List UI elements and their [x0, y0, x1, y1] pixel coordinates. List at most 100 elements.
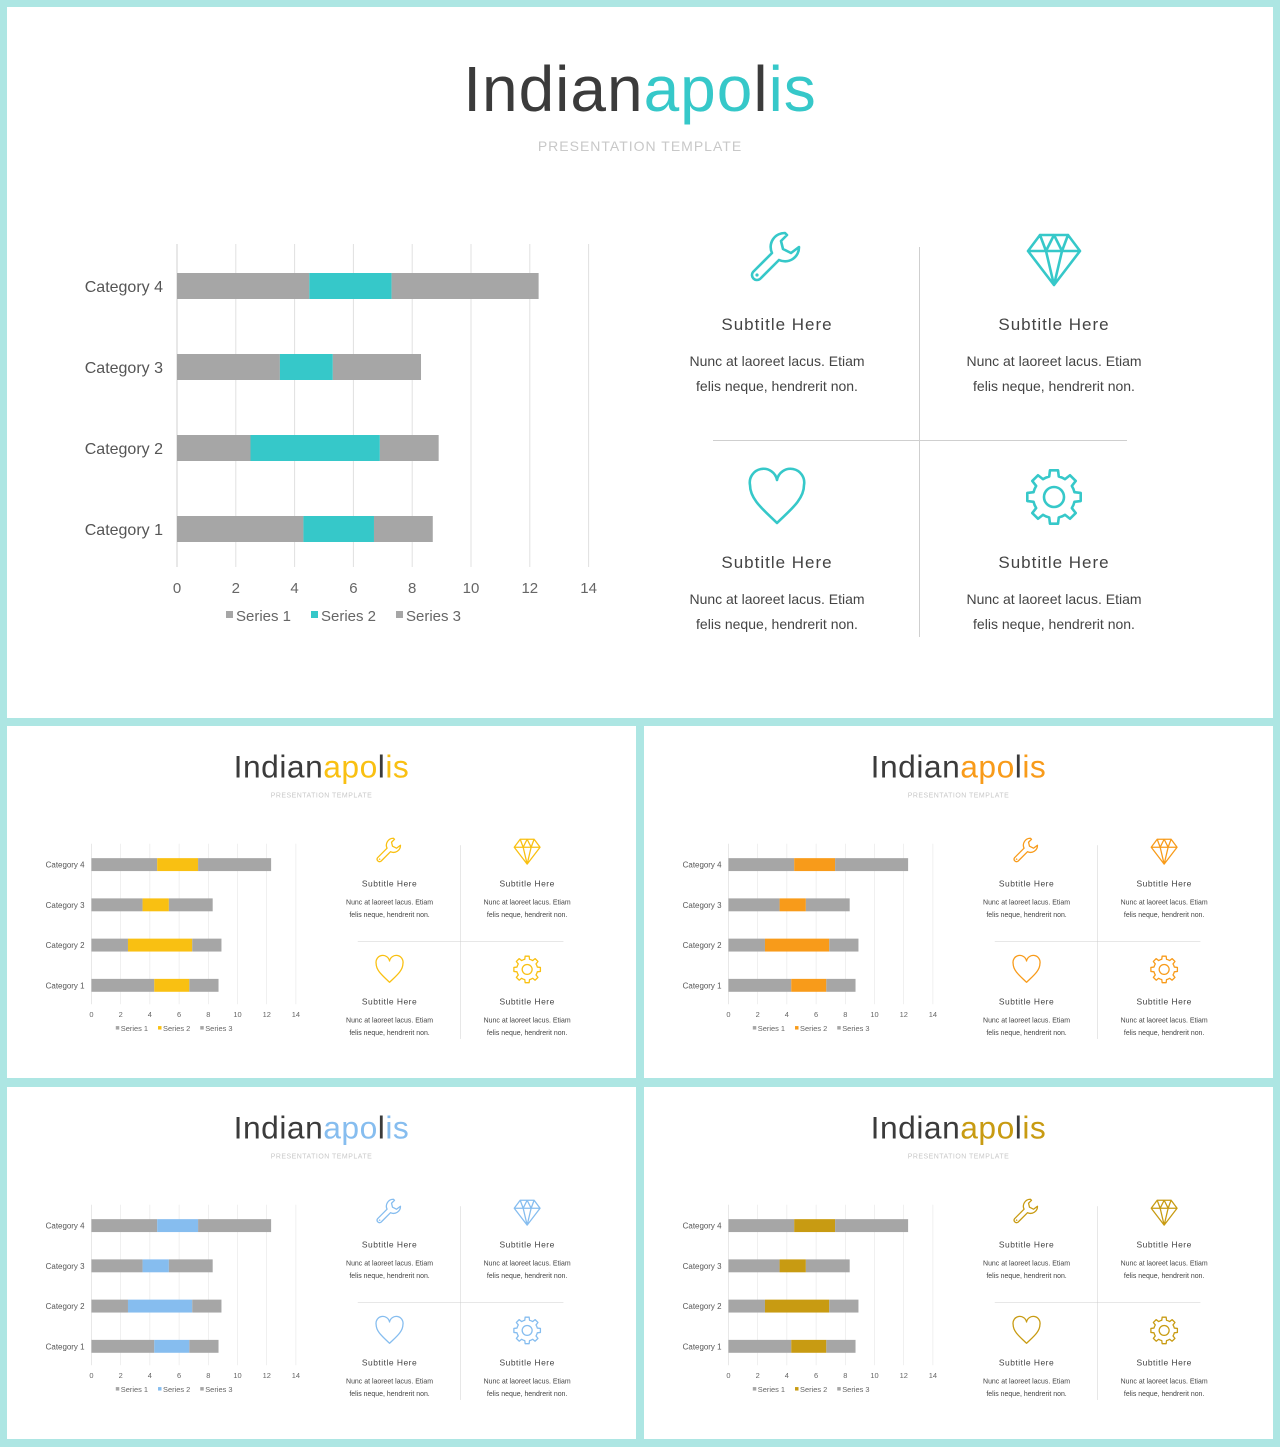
- stacked-bar-chart: Category 1 Category 2 Category 3 Category 4…: [683, 843, 937, 1033]
- x-tick-label: 14: [292, 1010, 300, 1019]
- bar-series-1-3: [177, 354, 280, 380]
- bar-series-1-4: [728, 858, 795, 872]
- gear-icon: [934, 465, 1174, 529]
- gear-icon: [468, 1315, 587, 1347]
- category-label: Category 1: [683, 981, 722, 990]
- feature-card: Subtitle Here Nunc at laoreet lacus. Etia…: [1105, 835, 1224, 920]
- feature-subtitle: Subtitle Here: [998, 1358, 1055, 1368]
- feature-text: Nunc at laoreet lacus. Etiam felis neque,…: [1120, 1016, 1208, 1037]
- feature-card: Subtitle Here Nunc at laoreet lacus. Etia…: [1105, 1196, 1224, 1281]
- category-label: Category 3: [683, 901, 722, 910]
- slide-variant-orange: Indianapolis PRESENTATION TEMPLATE Categ…: [644, 726, 1273, 1078]
- feature-grid: Subtitle Here Nunc at laoreet lacus. Etia…: [644, 726, 1273, 1078]
- x-tick-label: 6: [177, 1010, 181, 1019]
- legend-label: Series 3: [205, 1385, 232, 1394]
- feature-subtitle: Subtitle Here: [361, 879, 418, 889]
- bar-series-3-3: [805, 898, 850, 912]
- bar-series-3-4: [198, 858, 272, 872]
- feature-card: Subtitle Here Nunc at laoreet lacus. Etia…: [468, 1196, 587, 1281]
- legend-swatch: [795, 1387, 799, 1391]
- x-tick-label: 4: [148, 1010, 152, 1019]
- legend-swatch: [795, 1026, 799, 1030]
- tagline: PRESENTATION TEMPLATE: [270, 791, 373, 800]
- tagline: PRESENTATION TEMPLATE: [270, 1152, 373, 1161]
- bar-series-1-1: [91, 978, 155, 992]
- feature-subtitle: Subtitle Here: [1136, 879, 1192, 889]
- feature-card: Subtitle Here Nunc at laoreet lacus. Etia…: [468, 954, 587, 1039]
- gear-icon: [1105, 1315, 1224, 1347]
- heart-icon: [330, 1315, 449, 1347]
- tagline: PRESENTATION TEMPLATE: [907, 791, 1010, 800]
- category-label: Category 3: [46, 1262, 85, 1271]
- feature-text: Nunc at laoreet lacus. Etiam felis neque,…: [983, 1377, 1071, 1398]
- slide-variant-gold: Indianapolis PRESENTATION TEMPLATE Categ…: [644, 1087, 1273, 1439]
- feature-subtitle: Subtitle Here: [361, 997, 418, 1007]
- diamond-icon: [1105, 835, 1224, 867]
- legend-swatch: [752, 1387, 757, 1391]
- tagline: PRESENTATION TEMPLATE: [907, 1152, 1010, 1161]
- feature-text: Nunc at laoreet lacus. Etiam felis neque,…: [483, 1377, 571, 1398]
- bar-series-1-1: [91, 1339, 155, 1353]
- legend-swatch: [158, 1387, 162, 1391]
- x-tick-label: 2: [756, 1371, 760, 1380]
- legend-swatch: [200, 1387, 204, 1391]
- legend-swatch: [200, 1026, 204, 1030]
- bar-series-1-3: [91, 898, 143, 912]
- category-label: Category 3: [683, 1262, 722, 1271]
- feature-text: Nunc at laoreet lacus. Etiam felis neque,…: [1120, 1258, 1208, 1280]
- bar-series-1-2: [728, 938, 765, 952]
- x-tick-label: 0: [89, 1010, 93, 1019]
- x-tick-label: 4: [290, 580, 298, 597]
- x-tick-label: 8: [843, 1010, 847, 1019]
- bar-series-1-4: [91, 1219, 158, 1233]
- heart-icon: [967, 1315, 1086, 1347]
- brand-title: Indianapolis: [870, 1109, 1047, 1146]
- feature-text: Nunc at laoreet lacus. Etiam felis neque,…: [346, 1258, 434, 1280]
- feature-text: Nunc at laoreet lacus. Etiam felis neque,…: [346, 897, 434, 919]
- brand-title: Indianapolis: [463, 53, 817, 125]
- feature-card: Subtitle Here Nunc at laoreet lacus. Etia…: [967, 1315, 1086, 1400]
- bar-series-2-4: [309, 273, 392, 299]
- bar-series-2-4: [157, 858, 199, 872]
- category-label: Category 4: [46, 861, 85, 870]
- tagline: PRESENTATION TEMPLATE: [537, 138, 743, 154]
- heart-icon: [657, 465, 897, 529]
- bar-series-1-4: [728, 1219, 795, 1233]
- feature-card: Subtitle Here Nunc at laoreet lacus. Etia…: [657, 465, 897, 637]
- feature-card: Subtitle Here Nunc at laoreet lacus. Etia…: [967, 835, 1086, 920]
- legend-swatch: [226, 611, 233, 618]
- legend-swatch: [837, 1387, 841, 1391]
- feature-card: Subtitle Here Nunc at laoreet lacus. Etia…: [330, 1315, 449, 1400]
- x-tick-label: 10: [233, 1371, 241, 1380]
- heart-icon: [967, 954, 1086, 986]
- feature-subtitle: Subtitle Here: [1136, 997, 1192, 1007]
- bar-series-2-4: [157, 1219, 199, 1233]
- legend-label: Series 3: [406, 608, 461, 625]
- grid-divider-vertical: [919, 247, 920, 637]
- x-tick-label: 6: [177, 1371, 181, 1380]
- bar-series-3-4: [835, 1219, 909, 1233]
- feature-text: Nunc at laoreet lacus. Etiam felis neque,…: [483, 1016, 571, 1037]
- diamond-icon: [468, 1196, 587, 1228]
- bar-series-1-1: [177, 516, 304, 542]
- wrench-icon: [967, 1196, 1086, 1228]
- feature-subtitle: Subtitle Here: [998, 1240, 1055, 1250]
- x-tick-label: 0: [726, 1010, 730, 1019]
- category-label: Category 2: [683, 1302, 722, 1311]
- bar-series-2-1: [154, 1339, 190, 1353]
- feature-subtitle: Subtitle Here: [499, 1358, 555, 1368]
- bar-series-3-3: [805, 1259, 850, 1273]
- bar-series-1-2: [91, 938, 128, 952]
- category-label: Category 2: [46, 1302, 85, 1311]
- bar-series-3-1: [189, 978, 219, 992]
- feature-grid: Subtitle Here Nunc at laoreet lacus. Etia…: [644, 1087, 1273, 1439]
- wrench-icon: [330, 835, 449, 867]
- legend-label: Series 2: [321, 608, 376, 625]
- stacked-bar-chart: Category 1 Category 2 Category 3 Category 4…: [683, 1204, 937, 1394]
- bar-series-2-1: [154, 978, 190, 992]
- feature-text: Nunc at laoreet lacus. Etiam felis neque,…: [689, 353, 865, 394]
- legend-label: Series 3: [842, 1024, 869, 1033]
- bar-series-3-2: [379, 435, 439, 461]
- bar-series-1-3: [728, 1259, 780, 1273]
- bar-series-2-1: [791, 978, 827, 992]
